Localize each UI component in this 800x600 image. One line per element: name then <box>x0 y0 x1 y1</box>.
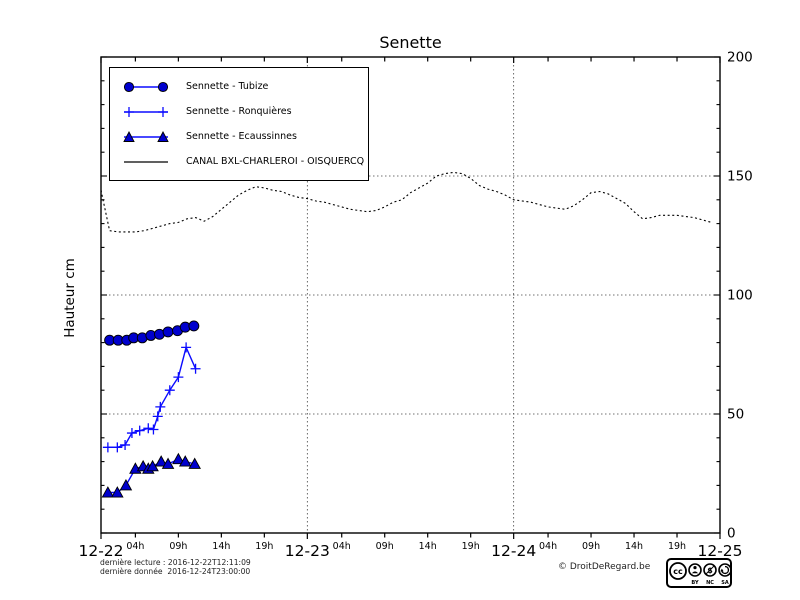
legend-box: Sennette - Tubize Sennette - Ronquières … <box>109 67 369 181</box>
legend-entry-ecaussinnes: Sennette - Ecaussinnes <box>110 124 368 149</box>
cc-icon: cc <box>669 562 687 580</box>
data-point-plus <box>143 423 154 434</box>
x-tick-label: 12-24 <box>491 542 536 560</box>
plus-line-marker-icon <box>124 106 168 117</box>
data-point-plus <box>120 439 131 450</box>
data-point-plus <box>173 372 184 383</box>
x-tick-label: 09h <box>582 541 600 552</box>
last-reading-text: dernière lecture : 2016-12-22T12:11:09 <box>100 558 251 567</box>
data-point-triangle <box>101 486 115 498</box>
x-tick-label: 09h <box>376 541 394 552</box>
data-point-plus <box>181 342 192 353</box>
data-point-triangle <box>119 478 133 491</box>
x-tick-label: 14h <box>419 541 437 552</box>
black-line-marker-icon <box>124 160 168 163</box>
x-tick-label: 19h <box>462 541 480 552</box>
data-point-triangle <box>111 486 124 498</box>
legend-entry-tubize: Sennette - Tubize <box>110 74 368 99</box>
x-tick-label: 04h <box>126 541 144 552</box>
cc-license-icons: cc $ BY NC SA <box>669 562 732 586</box>
data-point-plus <box>164 385 175 396</box>
svg-text:$: $ <box>707 566 713 575</box>
triangle-line-marker-icon <box>123 130 169 142</box>
cc-by-icon <box>688 563 702 577</box>
legend-label: Sennette - Ronquières <box>186 106 292 117</box>
x-tick-label: 09h <box>169 541 187 552</box>
data-point-triangle <box>188 457 201 469</box>
x-tick-label: 12-23 <box>285 542 330 560</box>
legend-label: CANAL BXL-CHARLEROI - OISQUERCQ <box>186 156 365 167</box>
x-tick-label: 04h <box>333 541 351 552</box>
cc-sa-icon <box>718 563 732 577</box>
cc-by-label: BY <box>691 580 699 586</box>
data-point-plus <box>126 428 137 439</box>
chart-title: Senette <box>379 33 442 52</box>
y-tick-label: 50 <box>727 407 744 423</box>
cc-sa-label: SA <box>721 580 729 586</box>
data-point-triangle <box>172 452 185 465</box>
x-tick-label: 19h <box>668 541 686 552</box>
data-point-plus <box>155 401 166 412</box>
legend-label: Sennette - Ecaussinnes <box>186 131 297 142</box>
data-point-plus <box>190 363 201 374</box>
data-point-plus <box>102 442 113 453</box>
data-point-triangle <box>178 455 192 467</box>
y-tick-label: 100 <box>727 288 753 304</box>
data-point-plus <box>112 442 123 453</box>
cc-nc-icon: $ <box>703 563 717 577</box>
data-point-plus <box>148 424 159 435</box>
x-tick-label: 14h <box>625 541 643 552</box>
x-tick-label: 19h <box>255 541 273 552</box>
data-point-plus <box>134 425 145 436</box>
cc-license-badge: cc $ BY NC SA <box>666 558 732 588</box>
y-tick-label: 200 <box>727 50 753 66</box>
data-point-circle <box>188 320 200 332</box>
x-tick-label: 14h <box>212 541 230 552</box>
y-tick-label: 0 <box>727 526 736 542</box>
last-data-text: dernière donnée 2016-12-24T23:00:00 <box>100 567 251 576</box>
circle-line-marker-icon <box>123 81 169 92</box>
data-point-plus <box>152 411 163 422</box>
legend-entry-ronquieres: Sennette - Ronquières <box>110 99 368 124</box>
cc-nc-label: NC <box>706 580 714 586</box>
x-tick-label: 12-25 <box>697 542 742 560</box>
legend-entry-canal: CANAL BXL-CHARLEROI - OISQUERCQ <box>110 149 368 174</box>
x-tick-label: 04h <box>539 541 557 552</box>
legend-label: Sennette - Tubize <box>186 81 269 92</box>
svg-text:cc: cc <box>673 567 683 576</box>
y-tick-label: 150 <box>727 169 753 185</box>
data-point-circle <box>162 326 174 338</box>
data-point-triangle <box>154 455 168 467</box>
copyright-text: © DroitDeRegard.be <box>558 562 651 572</box>
data-point-triangle <box>161 457 175 469</box>
x-tick-label: 12-22 <box>78 542 123 560</box>
